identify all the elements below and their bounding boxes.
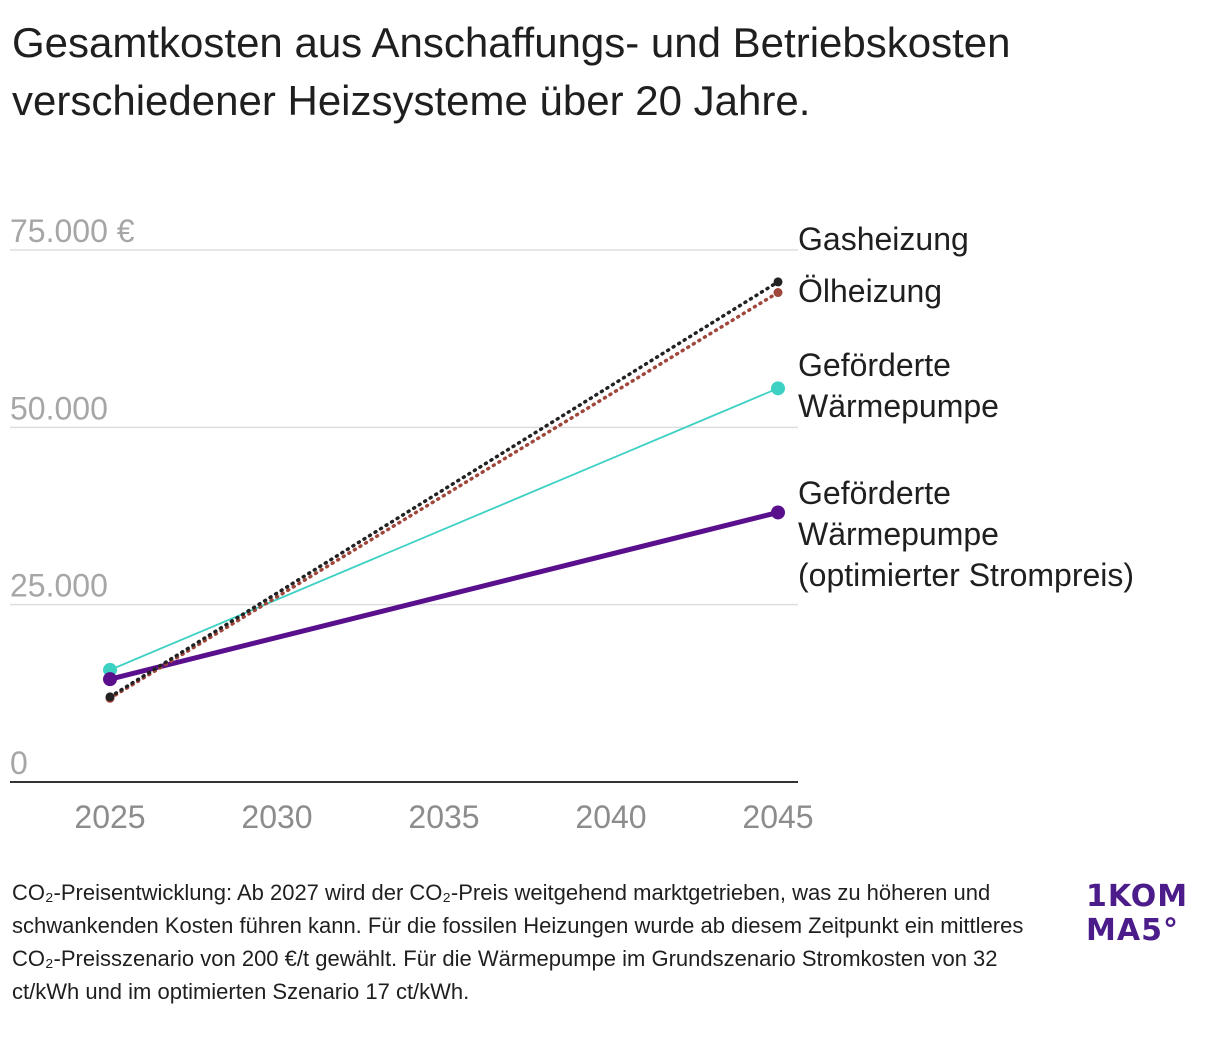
data-point <box>105 692 115 702</box>
series-label-0: Gasheizung <box>798 221 969 257</box>
brand-logo: 1KOM MA5° <box>1086 880 1206 948</box>
series-label-line: Ölheizung <box>798 273 942 309</box>
logo-line-2: MA5° <box>1086 913 1179 948</box>
series-label-line: Wärmepumpe <box>798 516 999 552</box>
series-label-line: Geförderte <box>798 347 951 383</box>
series-lines <box>103 277 785 703</box>
y-tick-label: 50.000 <box>10 390 108 426</box>
y-tick-label: 75.000 € <box>10 213 135 249</box>
data-point <box>771 381 785 396</box>
y-tick-label: 0 <box>10 745 28 781</box>
x-tick-label: 2030 <box>241 799 312 835</box>
series-label-line: Wärmepumpe <box>798 388 999 424</box>
x-tick-label: 2040 <box>575 799 646 835</box>
x-tick-label: 2035 <box>408 799 479 835</box>
series-label-1: Ölheizung <box>798 273 942 309</box>
chart-title: Gesamtkosten aus Anschaffungs- und Betri… <box>12 19 1011 124</box>
data-point <box>771 505 785 520</box>
data-point <box>103 672 117 687</box>
x-tick-label: 2045 <box>742 799 813 835</box>
series-label-line: Gasheizung <box>798 221 969 257</box>
series-label-2: Geförderte Wärmepumpe <box>798 347 999 424</box>
y-axis-tick-labels: 0 25.000 50.000 75.000 € <box>10 213 135 781</box>
series-line-3 <box>107 509 781 682</box>
footnote: CO₂-Preisentwicklung: Ab 2027 wird der C… <box>12 880 1024 1004</box>
series-label-3: Geförderte Wärmepumpe (optimierter Strompr… <box>798 475 1134 593</box>
series-line-2 <box>109 387 779 671</box>
x-tick-label: 2025 <box>74 799 145 835</box>
data-point <box>773 288 783 298</box>
gridlines <box>10 249 798 606</box>
data-point <box>773 277 783 287</box>
series-label-line: (optimierter Strompreis) <box>798 557 1134 593</box>
y-tick-label: 25.000 <box>10 568 108 604</box>
x-axis-tick-labels: 2025 2030 2035 2040 2045 <box>74 799 813 835</box>
series-line-0 <box>108 280 780 699</box>
series-label-line: Geförderte <box>798 475 951 511</box>
series-line-1 <box>108 290 780 701</box>
logo-line-1: 1KOM <box>1086 879 1189 914</box>
